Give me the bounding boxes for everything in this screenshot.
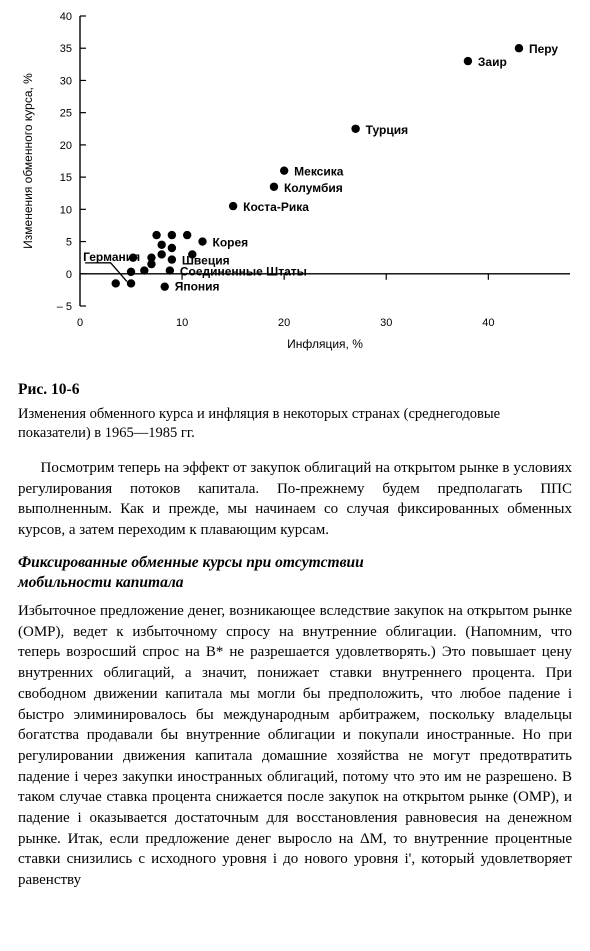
paragraph-1: Посмотрим теперь на эффект от закупок об… <box>0 458 590 541</box>
svg-text:Мексика: Мексика <box>294 165 344 179</box>
scatter-chart: – 5 0 5 10 15 20 25 30 35 40 0 10 20 30 40 Инфляция, % И… <box>0 0 590 366</box>
svg-text:10: 10 <box>176 317 188 329</box>
svg-text:Япония: Япония <box>175 280 220 294</box>
svg-text:30: 30 <box>380 317 392 329</box>
svg-text:20: 20 <box>60 140 72 152</box>
svg-text:40: 40 <box>482 317 494 329</box>
paragraph-2: Избыточное предложение денег, возникающе… <box>0 601 590 891</box>
svg-text:– 5: – 5 <box>57 301 72 313</box>
svg-text:Заир: Заир <box>478 55 507 69</box>
svg-text:Колумбия: Колумбия <box>284 181 343 195</box>
svg-text:15: 15 <box>60 172 72 184</box>
figure-label: Рис. 10-6 <box>18 380 572 401</box>
svg-text:Коста-Рика: Коста-Рика <box>243 200 309 214</box>
subheading-line-1: Фиксированные обменные курсы при отсутст… <box>18 554 364 571</box>
svg-text:Германия: Германия <box>83 250 140 264</box>
svg-text:Турция: Турция <box>366 123 408 137</box>
subheading-line-2: мобильности капитала <box>18 574 184 591</box>
svg-text:10: 10 <box>60 204 72 216</box>
svg-text:5: 5 <box>66 237 72 249</box>
svg-text:0: 0 <box>66 269 72 281</box>
svg-text:0: 0 <box>77 317 83 329</box>
subheading: Фиксированные обменные курсы при отсутст… <box>0 553 590 593</box>
svg-text:25: 25 <box>60 108 72 120</box>
svg-text:35: 35 <box>60 43 72 55</box>
svg-text:30: 30 <box>60 75 72 87</box>
figure-caption-block: Рис. 10-6 Изменения обменного курса и ин… <box>0 366 590 444</box>
svg-text:20: 20 <box>278 317 290 329</box>
figure-caption: Изменения обменного курса и инфляция в н… <box>18 405 572 444</box>
svg-text:Изменения обменного курса, %: Изменения обменного курса, % <box>21 73 35 249</box>
svg-text:Перу: Перу <box>529 42 558 56</box>
svg-text:Инфляция, %: Инфляция, % <box>287 337 363 351</box>
svg-text:Корея: Корея <box>213 236 249 250</box>
svg-text:40: 40 <box>60 11 72 23</box>
